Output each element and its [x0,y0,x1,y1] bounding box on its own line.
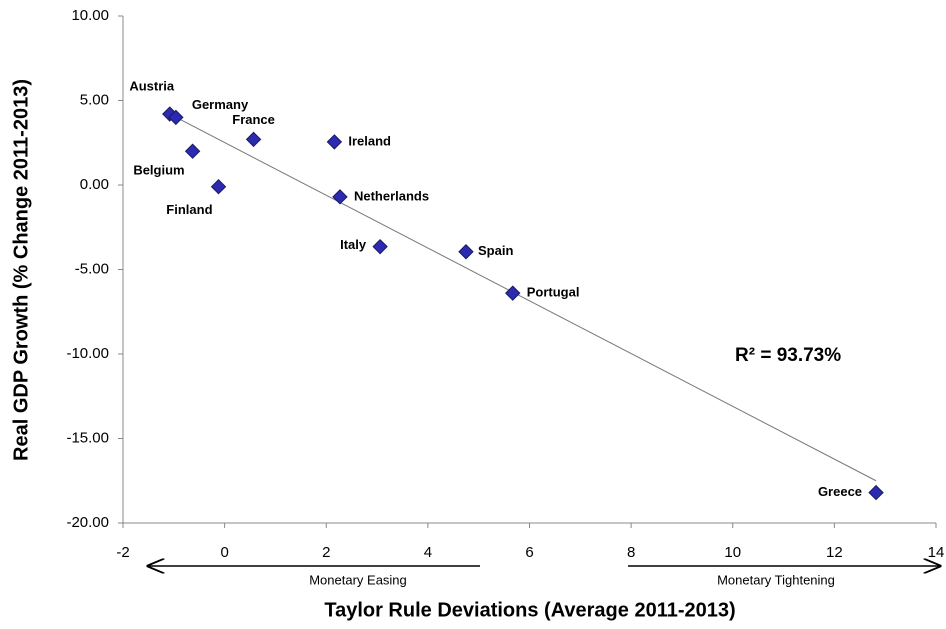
x-tick-label: 0 [220,544,228,561]
x-tick-label: 6 [525,544,533,561]
point-label: Greece [818,484,862,499]
point-label: Austria [129,78,175,93]
r-squared: R² = 93.73% [735,345,841,366]
tightening-label: Monetary Tightening [717,572,835,587]
y-axis-label: Real GDP Growth (% Change 2011-2013) [10,79,32,461]
y-tick-label: 10.00 [71,7,109,24]
point [168,109,184,126]
point-label: Finland [166,202,212,217]
x-tick-label: 4 [424,544,432,561]
point-label: Netherlands [354,188,429,203]
y-tick-label: 5.00 [80,91,109,108]
x-axis-label: Taylor Rule Deviations (Average 2011-201… [324,599,735,621]
x-tick-label: 12 [826,544,843,561]
point [184,143,201,159]
y-tick-label: 0.00 [80,176,109,193]
x-tick-label: 10 [724,544,741,561]
x-tick-label: -2 [116,544,129,561]
point-label: France [232,112,275,127]
point [505,285,521,301]
point-label: Portugal [527,285,580,300]
point [245,131,262,148]
y-tick-label: -10.00 [66,345,109,362]
point [372,238,388,255]
y-tick-label: -15.00 [66,429,109,446]
x-tick-label: 2 [322,544,330,561]
easing-label: Monetary Easing [309,572,407,587]
point-label: Belgium [133,163,184,178]
point [458,244,474,260]
point [210,178,227,195]
point [868,484,884,501]
point-label: Spain [478,243,513,258]
point-label: Ireland [348,133,391,148]
trendline [169,113,877,482]
y-tick-label: -5.00 [75,260,109,277]
x-tick-label: 8 [627,544,635,561]
point [332,189,348,205]
x-tick-label: 14 [928,544,945,561]
point-label: Germany [192,97,249,112]
y-tick-label: -20.00 [66,514,109,531]
point [326,134,343,150]
point-label: Italy [340,237,367,252]
